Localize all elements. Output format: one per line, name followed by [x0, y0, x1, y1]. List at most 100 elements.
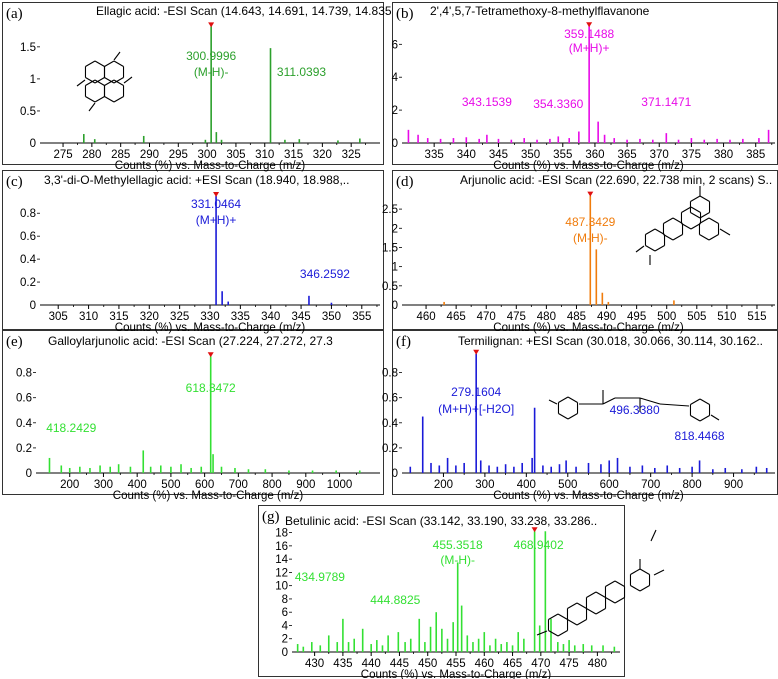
x-tick-label: 320	[313, 149, 332, 161]
x-tick-label: 475	[507, 311, 526, 323]
y-tick-label: 1.5	[382, 242, 398, 254]
x-tick-label: 400	[517, 479, 536, 491]
bond	[690, 195, 701, 202]
peak-annotation: (M-H)-	[194, 65, 229, 79]
x-tick-label: 350	[521, 149, 540, 161]
peak-annotation: 279.1604	[451, 385, 501, 399]
x-tick-label: 315	[109, 311, 128, 323]
panel-title: Termilignan: +ESI Scan (30.018, 30.066, …	[458, 334, 763, 348]
x-tick-label: 355	[553, 149, 572, 161]
x-tick-label: 455	[446, 658, 465, 670]
bond	[576, 619, 587, 626]
bond	[699, 195, 710, 202]
x-tick-label: 330	[200, 311, 219, 323]
y-tick-label: 8	[282, 594, 288, 606]
bond	[586, 608, 597, 615]
x-tick-label: 300	[198, 149, 217, 161]
ellagic-acid-structure-icon	[76, 51, 133, 112]
precursor-marker	[473, 349, 480, 355]
bond	[88, 102, 96, 112]
y-tick-label: 0	[392, 468, 398, 480]
peak-annotation: 434.9789	[295, 570, 345, 584]
y-tick-label: 0.5	[382, 281, 398, 293]
y-tick-label: 0.2	[20, 277, 36, 289]
x-tick-label: 435	[333, 658, 352, 670]
panel-title: Galloylarjunolic acid: -ESI Scan (27.224…	[48, 334, 333, 348]
bond	[710, 414, 720, 421]
bond	[558, 413, 569, 420]
y-tick-label: 14	[275, 554, 288, 566]
peak-annotation: (M+H)+	[569, 41, 610, 55]
spectrum-panel-f: (f) Termilignan: +ESI Scan (30.018, 30.06…	[382, 330, 778, 502]
x-tick-label: 340	[457, 149, 476, 161]
y-tick-label: 0.4	[16, 418, 33, 430]
x-tick-label: 320	[140, 311, 159, 323]
x-tick-label: 350	[322, 311, 341, 323]
bond	[567, 396, 578, 403]
x-tick-label: 470	[477, 311, 496, 323]
y-tick-label: 2	[282, 634, 288, 646]
x-tick-label: 400	[128, 479, 147, 491]
betulinic-acid-structure-icon	[536, 529, 665, 637]
x-tick-label: 800	[262, 479, 281, 491]
panel-title: Arjunolic acid: -ESI Scan (22.690, 22.73…	[460, 173, 772, 187]
x-axis-label: Counts (%) vs. Mass-to-Charge (m/z)	[115, 160, 306, 172]
termilignan-structure-icon	[548, 390, 720, 422]
bond	[653, 569, 665, 576]
bond	[113, 79, 124, 86]
x-tick-label: 340	[261, 311, 280, 323]
x-tick-label: 600	[600, 479, 619, 491]
x-tick-label: 370	[650, 149, 669, 161]
y-tick-label: 4	[392, 72, 399, 84]
bond	[708, 234, 719, 241]
y-tick-label: 6	[282, 607, 288, 619]
peak-annotation: 354.3360	[533, 97, 583, 111]
bond	[567, 619, 578, 626]
spectrum-panel-g: (g) Betulinic acid: -ESI Scan (33.142, 33…	[258, 505, 625, 679]
x-tick-label: 500	[558, 479, 577, 491]
bond	[690, 415, 701, 422]
bond	[663, 234, 674, 241]
y-tick-label: 0.5	[20, 106, 36, 118]
bond	[576, 602, 587, 609]
bond	[548, 613, 559, 620]
y-tick-label: 2	[392, 105, 398, 117]
bond	[639, 397, 661, 405]
y-tick-label: 1	[30, 74, 36, 86]
bond	[681, 223, 692, 230]
x-axis-label: Counts (%) vs. Mass-to-Charge (m/z)	[493, 160, 684, 172]
bond	[630, 568, 641, 575]
peak-annotation: 618.3472	[186, 381, 236, 395]
y-tick-label: 0.6	[382, 393, 398, 405]
bond	[659, 403, 690, 407]
x-tick-label: 460	[416, 311, 435, 323]
peak-annotation: 487.3429	[565, 215, 615, 229]
x-tick-label: 360	[585, 149, 604, 161]
x-tick-label: 1000	[327, 479, 353, 491]
x-axis-label: Counts (%) vs. Mass-to-Charge (m/z)	[115, 322, 306, 334]
y-tick-label: 16	[275, 541, 288, 553]
bond	[650, 529, 657, 542]
bond	[85, 96, 96, 103]
x-axis-label: Counts (%) vs. Mass-to-Charge (m/z)	[361, 669, 552, 679]
peak-annotation: 468.9402	[514, 538, 564, 552]
y-tick-label: 0.4	[20, 254, 37, 266]
y-tick-label: 6	[392, 39, 398, 51]
x-tick-label: 430	[305, 658, 324, 670]
spectrum-panel-b: (b) 2',4',5,7-Tetramethoxy-8-methylflavan…	[392, 2, 778, 172]
x-tick-label: 365	[617, 149, 636, 161]
peak-annotation: (M-H)-	[440, 553, 475, 567]
bond	[94, 60, 105, 67]
x-tick-label: 375	[682, 149, 701, 161]
bond	[113, 77, 124, 84]
bond	[104, 79, 115, 86]
x-axis-label: Counts (%) vs. Mass-to-Charge (m/z)	[493, 322, 684, 334]
x-tick-label: 385	[746, 149, 765, 161]
panel-frame	[2, 170, 384, 330]
panel-label: (d)	[396, 174, 414, 190]
y-tick-label: 0.8	[20, 208, 36, 220]
peak-annotation: 343.1539	[462, 95, 512, 109]
y-tick-label: 0.2	[382, 443, 398, 455]
bond	[654, 245, 665, 252]
bond	[586, 591, 597, 598]
